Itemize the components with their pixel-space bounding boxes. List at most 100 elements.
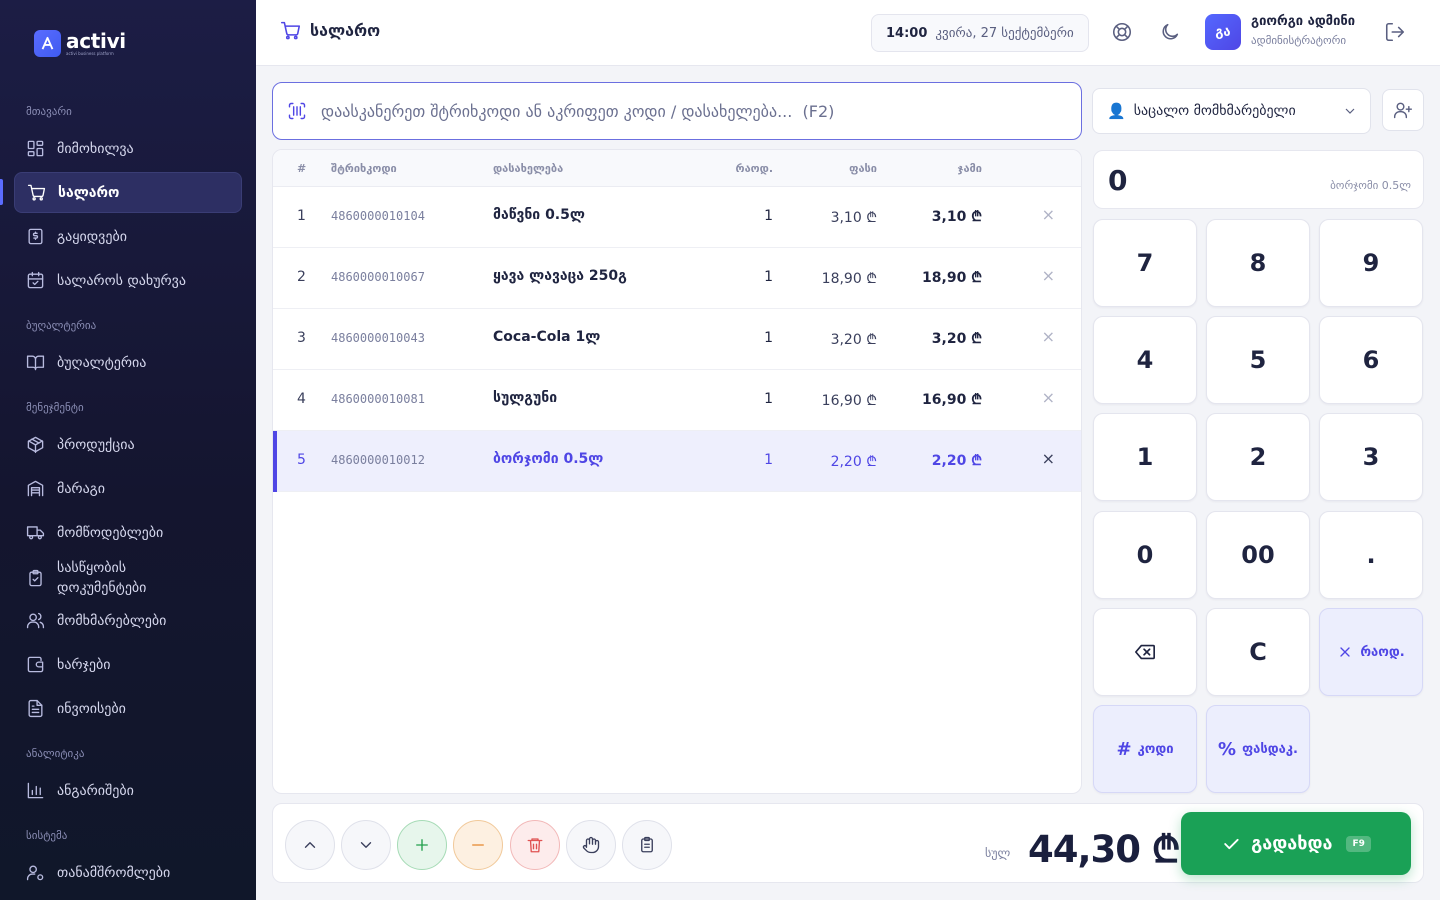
sidebar-item-reports[interactable]: ანგარიშები <box>14 770 242 811</box>
row-barcode: 4860000010081 <box>331 392 425 406</box>
table-row[interactable]: 1 4860000010104 მაწვნი 0.5ლ 1 3,10 ₾ 3,1… <box>273 187 1081 248</box>
sidebar-item-label: ანგარიშები <box>57 782 134 799</box>
table-row[interactable]: 4 4860000010081 სულგუნი 1 16,90 ₾ 16,90 … <box>273 370 1081 431</box>
logout-button[interactable] <box>1384 21 1408 45</box>
add-customer-button[interactable] <box>1382 89 1424 131</box>
key-00[interactable]: 00 <box>1206 511 1310 599</box>
cart-icon <box>27 184 46 201</box>
discount-button[interactable]: % ფასდაკ. <box>1206 705 1310 793</box>
key-7[interactable]: 7 <box>1093 219 1197 307</box>
sidebar-item-invoices[interactable]: ინვოისები <box>14 688 242 729</box>
row-number: 2 <box>297 269 306 285</box>
sidebar-item-warehouse-docs[interactable]: სასწყობის დოკუმენტები <box>14 556 242 600</box>
warehouse-icon <box>27 480 44 497</box>
trash-icon <box>527 838 543 853</box>
row-name: Coca-Cola 1ლ <box>493 329 601 345</box>
table-row-selected[interactable]: 5 4860000010012 ბორჯომი 0.5ლ 1 2,20 ₾ 2,… <box>273 431 1081 492</box>
help-button[interactable] <box>1111 21 1135 45</box>
receipt-icon <box>28 228 43 245</box>
code-button[interactable]: # კოდი <box>1093 705 1197 793</box>
sidebar-item-label: ინვოისები <box>57 700 126 717</box>
logo-icon <box>34 30 61 57</box>
brand-logo[interactable]: activi activi business platform <box>34 30 126 57</box>
pay-button[interactable]: გადახდა F9 <box>1181 812 1411 875</box>
row-name: მაწვნი 0.5ლ <box>493 207 585 223</box>
check-icon <box>1224 838 1239 849</box>
key-4[interactable]: 4 <box>1093 316 1197 404</box>
sidebar-item-label: მიმოხილვა <box>57 140 134 157</box>
table-row[interactable]: 3 4860000010043 Coca-Cola 1ლ 1 3,20 ₾ 3,… <box>273 309 1081 370</box>
remove-row-button[interactable]: × <box>1041 327 1055 346</box>
cart-table: # შტრიხკოდი დასახელება რაოდ. ფასი ჯამი 1… <box>272 149 1082 794</box>
user-cog-icon <box>26 865 44 881</box>
clear-button[interactable]: C <box>1206 608 1310 696</box>
backspace-button[interactable] <box>1093 608 1197 696</box>
move-down-button[interactable] <box>341 820 391 870</box>
col-name: დასახელება <box>493 162 564 175</box>
customer-select[interactable]: 👤 საცალო მომხმარებელი <box>1092 88 1371 134</box>
key-3[interactable]: 3 <box>1319 413 1423 501</box>
barcode-search-input[interactable] <box>321 101 1061 121</box>
delete-item-button[interactable] <box>510 820 560 870</box>
sidebar-item-pos[interactable]: სალარო <box>14 172 242 213</box>
current-date: კვირა, 27 სექტემბერი <box>935 25 1074 41</box>
increase-qty-button[interactable] <box>397 820 447 870</box>
pay-shortcut-badge: F9 <box>1346 835 1371 852</box>
sidebar-item-close-register[interactable]: სალაროს დახურვა <box>14 260 242 301</box>
key-dot[interactable]: . <box>1319 511 1423 599</box>
col-barcode: შტრიხკოდი <box>331 162 397 175</box>
sidebar-item-overview[interactable]: მიმოხილვა <box>14 128 242 169</box>
key-2[interactable]: 2 <box>1206 413 1310 501</box>
key-5[interactable]: 5 <box>1206 316 1310 404</box>
user-name: გიორგი ადმინი <box>1251 14 1356 29</box>
sidebar-item-inventory[interactable]: მარაგი <box>14 468 242 509</box>
sidebar-item-accounting[interactable]: ბუღალტერია <box>14 342 242 383</box>
sidebar-item-suppliers[interactable]: მომწოდებლები <box>14 512 242 553</box>
sidebar-item-products[interactable]: პროდუქცია <box>14 424 242 465</box>
sidebar-item-label: ხარჯები <box>57 656 111 673</box>
sidebar-item-customers[interactable]: მომხმარებლები <box>14 600 242 641</box>
key-9[interactable]: 9 <box>1319 219 1423 307</box>
row-price: 2,20 ₾ <box>830 454 877 470</box>
sidebar-item-label: ბუღალტერია <box>57 354 147 371</box>
calendar-check-icon <box>27 271 44 289</box>
move-up-button[interactable] <box>285 820 335 870</box>
sidebar-item-employees[interactable]: თანამშრომლები <box>14 852 242 893</box>
decrease-qty-button[interactable] <box>453 820 503 870</box>
quantity-button[interactable]: რაოდ. <box>1319 608 1423 696</box>
hold-order-button[interactable] <box>566 820 616 870</box>
current-time: 14:00 <box>886 25 928 41</box>
users-icon <box>26 612 45 629</box>
lifebuoy-icon <box>1112 22 1132 42</box>
key-0[interactable]: 0 <box>1093 511 1197 599</box>
bar-chart-icon <box>27 782 44 799</box>
row-total: 3,10 ₾ <box>931 209 982 225</box>
multiply-icon <box>1340 647 1351 657</box>
sidebar-item-label: მომწოდებლები <box>57 524 164 541</box>
sidebar-item-expenses[interactable]: ხარჯები <box>14 644 242 685</box>
plus-icon <box>416 839 428 851</box>
keypad-display-hint: ბორჯომი 0.5ლ <box>1330 179 1411 192</box>
remove-row-button[interactable]: × <box>1041 205 1055 224</box>
moon-icon <box>1162 23 1179 40</box>
sidebar-item-label: გაყიდვები <box>57 228 127 245</box>
key-8[interactable]: 8 <box>1206 219 1310 307</box>
barcode-search <box>272 82 1082 140</box>
key-1[interactable]: 1 <box>1093 413 1197 501</box>
user-role: ადმინისტრატორი <box>1251 34 1347 47</box>
key-6[interactable]: 6 <box>1319 316 1423 404</box>
remove-row-button[interactable]: × <box>1041 388 1055 407</box>
wallet-icon <box>27 656 44 673</box>
remove-row-button[interactable]: × <box>1041 449 1055 468</box>
row-number: 1 <box>297 208 306 224</box>
avatar[interactable]: გა <box>1205 14 1241 50</box>
sidebar-item-sales[interactable]: გაყიდვები <box>14 216 242 257</box>
row-price: 3,10 ₾ <box>830 210 877 226</box>
sidebar-item-label: სალაროს დახურვა <box>57 272 186 289</box>
page-title-text: სალარო <box>310 21 381 40</box>
remove-row-button[interactable]: × <box>1041 266 1055 285</box>
row-name: ბორჯომი 0.5ლ <box>493 451 604 467</box>
theme-toggle-button[interactable] <box>1159 21 1183 45</box>
held-orders-button[interactable] <box>622 820 672 870</box>
table-row[interactable]: 2 4860000010067 ყავა ლავაცა 250გ 1 18,90… <box>273 248 1081 309</box>
